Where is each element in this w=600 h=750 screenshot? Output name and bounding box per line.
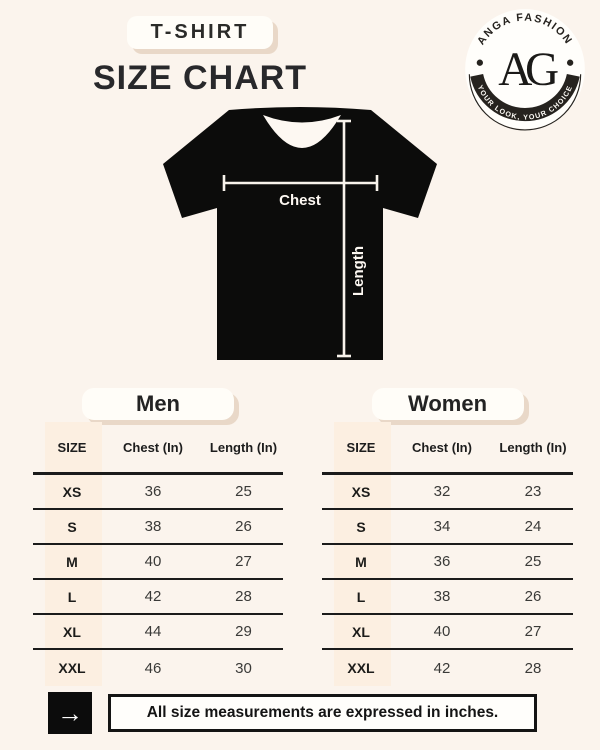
table-row: S 38 26 bbox=[33, 509, 283, 545]
logo-dot-right bbox=[567, 59, 574, 66]
men-title-label: Men bbox=[136, 391, 180, 416]
table-row: XL 44 29 bbox=[33, 614, 283, 650]
brand-logo-icon: ANGA FASHION AG YOUR LOOK, YOUR CHOICE bbox=[465, 9, 585, 131]
table-row: M 40 27 bbox=[33, 544, 283, 580]
table-row: XL 40 27 bbox=[322, 614, 573, 650]
value-cell: 29 bbox=[204, 614, 283, 650]
column-header: Chest (In) bbox=[102, 422, 204, 475]
value-cell: 40 bbox=[391, 614, 493, 650]
value-cell: 40 bbox=[102, 544, 204, 580]
chest-label: Chest bbox=[279, 192, 321, 209]
footer-note-text: All size measurements are expressed in i… bbox=[146, 704, 499, 721]
tshirt-badge: T-SHIRT bbox=[126, 16, 274, 49]
tshirt-silhouette bbox=[163, 107, 437, 360]
value-cell: 44 bbox=[102, 614, 204, 650]
value-cell: 26 bbox=[493, 579, 573, 615]
size-cell: XXL bbox=[322, 649, 391, 686]
table-row: XS 32 23 bbox=[322, 473, 573, 510]
size-cell: M bbox=[33, 544, 102, 580]
size-cell: L bbox=[322, 579, 391, 615]
value-cell: 42 bbox=[102, 579, 204, 615]
table-row: XXL 46 30 bbox=[33, 649, 283, 686]
men-size-table: SIZE Chest (In) Length (In) XS 36 25 S 38 26 M 40 2… bbox=[33, 422, 283, 686]
value-cell: 34 bbox=[391, 509, 493, 545]
size-cell: XS bbox=[322, 473, 391, 510]
tshirt-collar bbox=[263, 115, 341, 148]
size-cell: M bbox=[322, 544, 391, 580]
tshirt-icon: Chest Length bbox=[163, 107, 437, 360]
size-cell: XS bbox=[33, 473, 102, 510]
value-cell: 36 bbox=[391, 544, 493, 580]
size-cell: L bbox=[33, 579, 102, 615]
value-cell: 23 bbox=[493, 473, 573, 510]
column-header: SIZE bbox=[322, 422, 391, 475]
table-row: M 36 25 bbox=[322, 544, 573, 580]
women-size-table: SIZE Chest (In) Length (In) XS 32 23 S 34 24 M 36 2… bbox=[322, 422, 573, 686]
table-row: S 34 24 bbox=[322, 509, 573, 545]
table-row: XXL 42 28 bbox=[322, 649, 573, 686]
column-header: Chest (In) bbox=[391, 422, 493, 475]
value-cell: 28 bbox=[204, 579, 283, 615]
column-header: SIZE bbox=[33, 422, 102, 475]
title-block: T-SHIRT SIZE CHART bbox=[70, 16, 330, 98]
value-cell: 42 bbox=[433, 659, 451, 677]
table-row: L 42 28 bbox=[33, 579, 283, 615]
women-table-title: Women bbox=[371, 388, 524, 420]
value-cell: 27 bbox=[493, 614, 573, 650]
value-cell: 26 bbox=[204, 509, 283, 545]
women-table-section: Women SIZE Chest (In) Length (In) XS 32 23 S 34… bbox=[322, 388, 573, 686]
value-cell: 28 bbox=[524, 659, 542, 677]
value-cell: 25 bbox=[493, 544, 573, 580]
footer-note-box: All size measurements are expressed in i… bbox=[108, 694, 537, 732]
tshirt-badge-label: T-SHIRT bbox=[150, 21, 250, 43]
logo-dot-left bbox=[476, 59, 483, 66]
size-cell: S bbox=[33, 509, 102, 545]
page-title: SIZE CHART bbox=[93, 59, 307, 97]
women-title-label: Women bbox=[407, 391, 488, 416]
logo-banner-arc bbox=[470, 73, 580, 121]
value-cell: 46 bbox=[144, 659, 162, 677]
value-cell: 25 bbox=[204, 473, 283, 510]
logo-ring-arc bbox=[468, 74, 582, 131]
right-arrow-icon: → bbox=[57, 697, 83, 728]
size-cell: S bbox=[322, 509, 391, 545]
value-cell: 38 bbox=[102, 509, 204, 545]
value-cell: 38 bbox=[391, 579, 493, 615]
men-table-title: Men bbox=[82, 388, 234, 420]
tshirt-diagram: Chest Length bbox=[150, 106, 450, 376]
length-label: Length bbox=[350, 246, 367, 296]
value-cell: 32 bbox=[391, 473, 493, 510]
column-header: Length (In) bbox=[493, 422, 573, 475]
value-cell: 24 bbox=[493, 509, 573, 545]
column-header: Length (In) bbox=[204, 422, 283, 475]
value-cell: 30 bbox=[235, 659, 252, 677]
measure-lines bbox=[222, 119, 379, 358]
size-cell: XL bbox=[322, 614, 391, 650]
value-cell: 36 bbox=[102, 473, 204, 510]
table-row: L 38 26 bbox=[322, 579, 573, 615]
table-row: XS 36 25 bbox=[33, 473, 283, 510]
value-cell: 27 bbox=[204, 544, 283, 580]
brand-logo: ANGA FASHION AG YOUR LOOK, YOUR CHOICE bbox=[462, 6, 588, 132]
logo-monogram: AG bbox=[498, 44, 558, 96]
men-table-section: Men SIZE Chest (In) Length (In) XS 36 25 S 38 26… bbox=[33, 388, 283, 686]
size-cell: XXL bbox=[33, 649, 102, 686]
header-row: SIZE Chest (In) Length (In) bbox=[33, 422, 283, 475]
arrow-box: → bbox=[48, 692, 92, 734]
header-row: SIZE Chest (In) Length (In) bbox=[322, 422, 573, 475]
size-cell: XL bbox=[33, 614, 102, 650]
